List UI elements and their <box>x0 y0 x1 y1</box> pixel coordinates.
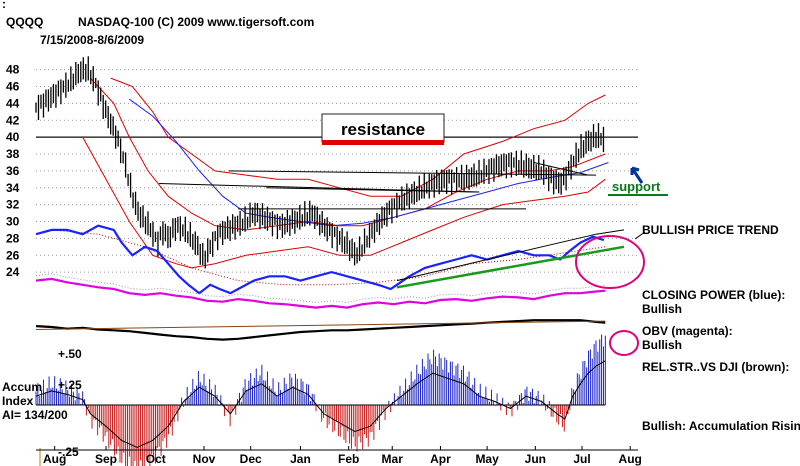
y-tick-label: 26 <box>6 248 20 262</box>
obv-label: OBV (magenta): <box>642 324 733 338</box>
y-tick-label: 24 <box>6 265 20 279</box>
support-underline <box>608 194 668 196</box>
x-tick-label: Aug <box>619 452 642 466</box>
x-tick-label: May <box>475 452 499 466</box>
trend-highlight-circle <box>575 235 645 289</box>
relstr-ma-line <box>35 320 606 330</box>
upper-band-line <box>110 77 606 197</box>
resistance-trend-line <box>266 187 480 193</box>
accum-label-2: Index <box>2 394 34 408</box>
x-tick-label: Sep <box>95 452 117 466</box>
cp-upper-channel-line <box>396 229 625 282</box>
y-tick-label: 38 <box>6 147 20 161</box>
plot-area <box>35 56 646 466</box>
y-tick-label: 42 <box>6 113 20 127</box>
accum-label-3: AI= 134/200 <box>2 408 68 422</box>
accum-label-1: Accum <box>2 380 42 394</box>
x-tick-label: Aug <box>43 452 66 466</box>
support-arrow-icon <box>630 166 644 184</box>
mid-band-line <box>90 77 606 231</box>
chart-date-range: 7/15/2008-8/6/2009 <box>40 33 144 47</box>
trend-pointer-line <box>634 231 646 240</box>
y-axis: 48 46 44 42 40 38 36 34 32 30 28 26 24 <box>6 63 20 279</box>
symbol-marker: : <box>2 0 6 11</box>
resistance-trend-line <box>228 170 597 176</box>
relstr-plus50-tick: +.50 <box>58 347 82 361</box>
gridlines <box>36 69 638 273</box>
y-tick-label: 36 <box>6 164 20 178</box>
obv-line <box>35 277 606 309</box>
accum-plus25-tick: +.25 <box>58 378 82 392</box>
y-tick-label: 34 <box>6 181 20 195</box>
support-label: support <box>612 179 661 194</box>
x-tick-label: Nov <box>193 452 216 466</box>
x-tick-label: Jan <box>290 452 311 466</box>
price-bars <box>35 56 605 269</box>
y-tick-label: 30 <box>6 215 20 229</box>
resistance-label: resistance <box>341 120 425 139</box>
relstr-label: REL.STR..VS DJI (brown): <box>642 360 789 374</box>
resistance-box <box>321 113 445 143</box>
x-tick-label: Feb <box>338 452 359 466</box>
bullish-trend-label: BULLISH PRICE TREND <box>642 223 779 237</box>
y-tick-label: 44 <box>6 96 20 110</box>
accum-rising-label: Bullish: Accumulation Rising <box>642 419 800 433</box>
chart-symbol: QQQQ <box>6 15 43 29</box>
accum-histogram <box>35 334 606 466</box>
x-tick-label: Jul <box>573 452 590 466</box>
closing-power-line <box>35 224 605 295</box>
support-trend-line <box>533 162 589 176</box>
y-tick-label: 28 <box>6 231 20 245</box>
x-axis: Aug Sep Oct Nov Dec Jan Feb Mar Apr May Jun Jul Aug <box>36 446 642 466</box>
cp-uptrend-line <box>396 245 625 289</box>
x-tick-label: Jun <box>525 452 546 466</box>
moving-average-line <box>129 98 609 227</box>
x-tick-label: Mar <box>382 452 404 466</box>
closing-power-ma-line <box>51 229 606 286</box>
closing-power-state: Bullish <box>642 302 682 316</box>
y-tick-label: 32 <box>6 198 20 212</box>
y-tick-label: 46 <box>6 80 20 94</box>
y-tick-label: 48 <box>6 63 20 77</box>
obv-state: Bullish <box>642 338 682 352</box>
x-tick-label: Apr <box>430 452 451 466</box>
accum-minus25-tick: -.25 <box>58 445 79 459</box>
accum-ma-line <box>35 360 606 448</box>
lower-band-line <box>82 136 606 269</box>
closing-power-label: CLOSING POWER (blue): <box>642 288 785 302</box>
relstr-line <box>35 319 606 341</box>
y-tick-label: 40 <box>6 130 20 144</box>
chart-title: NASDAQ-100 (C) 2009 www.tigersoft.com <box>78 15 314 29</box>
obv-highlight-circle <box>609 330 639 356</box>
x-tick-label: Dec <box>240 452 262 466</box>
x-tick-label: Oct <box>146 452 166 466</box>
resistance-underline <box>322 140 444 145</box>
